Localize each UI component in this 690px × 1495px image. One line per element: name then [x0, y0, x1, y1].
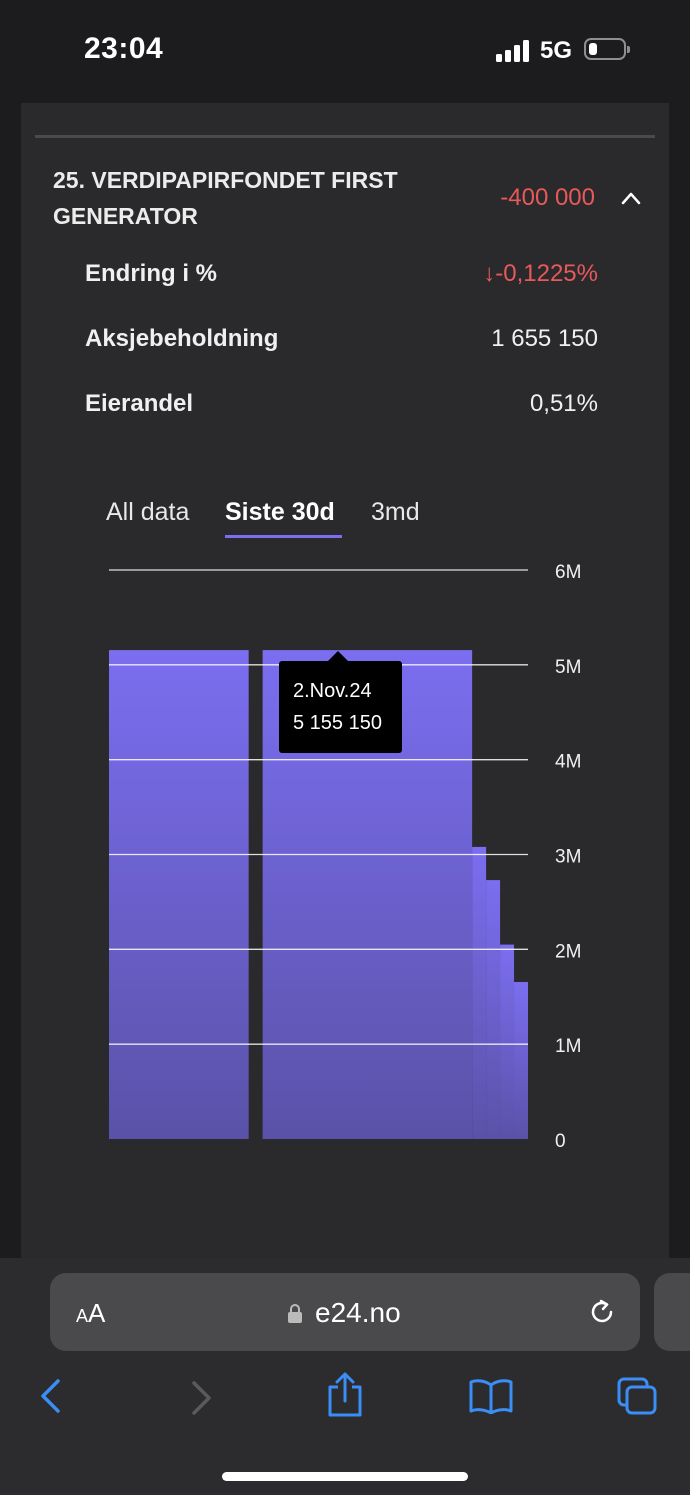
fund-change: -400 000: [500, 184, 595, 211]
status-bar: 23:04 5G: [0, 0, 690, 100]
tooltip-pointer: [328, 651, 348, 661]
area-step-4: [500, 944, 515, 1139]
area-step-5: [514, 982, 528, 1139]
tabs-icon[interactable]: [616, 1376, 658, 1416]
arrow-down-icon: ↓: [483, 260, 496, 287]
url-text[interactable]: e24.no: [315, 1297, 401, 1328]
network-label: 5G: [540, 37, 573, 64]
y-tick-label: 4M: [555, 752, 581, 773]
status-time: 23:04: [84, 32, 164, 65]
battery-icon: [584, 38, 630, 60]
divider: [35, 135, 655, 138]
tab-siste-30d[interactable]: Siste 30d: [225, 498, 335, 526]
y-tick-label: 6M: [555, 562, 581, 583]
row-value: 1 655 150: [491, 325, 598, 352]
holding-chart[interactable]: 0 1M 2M 3M 4M 5M 6M 2.Nov.24 5 155 150: [0, 540, 690, 1260]
tab-3md[interactable]: 3md: [371, 498, 420, 526]
y-tick-label: 5M: [555, 657, 581, 678]
lock-icon: [288, 1304, 302, 1323]
row-label: Endring i %: [85, 260, 217, 287]
area-step-0: [109, 650, 249, 1139]
tooltip-value: 5 155 150: [293, 712, 382, 734]
reload-icon[interactable]: [587, 1297, 617, 1327]
area-step-2: [472, 846, 487, 1139]
tooltip-date: 2.Nov.24: [293, 680, 372, 702]
row-value: 0,51%: [529, 390, 598, 417]
bookmarks-icon[interactable]: [468, 1378, 514, 1414]
area-step-3: [486, 880, 501, 1139]
y-tick-label: 1M: [555, 1036, 581, 1057]
y-tick-label: 2M: [555, 941, 581, 962]
y-tick-label: 3M: [555, 847, 581, 868]
forward-icon[interactable]: [188, 1380, 214, 1416]
tooltip-box: [279, 661, 402, 753]
row-aksjebeholdning: Aksjebeholdning 1 655 150: [85, 325, 598, 365]
row-eierandel: Eierandel 0,51%: [85, 390, 598, 430]
row-label: Eierandel: [85, 390, 194, 417]
row-label: Aksjebeholdning: [85, 325, 279, 352]
fund-title[interactable]: 25. VERDIPAPIRFONDET FIRST GENERATOR: [53, 167, 398, 229]
back-icon[interactable]: [38, 1378, 64, 1414]
row-endring: Endring i % ↓-0,1225%: [85, 260, 598, 300]
address-bar[interactable]: [50, 1273, 640, 1351]
signal-icon: [496, 40, 529, 62]
tab-all-data[interactable]: All data: [106, 498, 190, 526]
reader-settings-button[interactable]: AA: [76, 1298, 106, 1328]
share-icon[interactable]: [326, 1372, 364, 1418]
home-indicator: [222, 1472, 468, 1481]
y-tick-label: 0: [555, 1131, 566, 1152]
chevron-up-icon[interactable]: [620, 190, 642, 206]
active-tab-indicator: [225, 535, 342, 538]
next-tab-preview[interactable]: [654, 1273, 690, 1351]
row-value: ↓-0,1225%: [483, 260, 598, 287]
